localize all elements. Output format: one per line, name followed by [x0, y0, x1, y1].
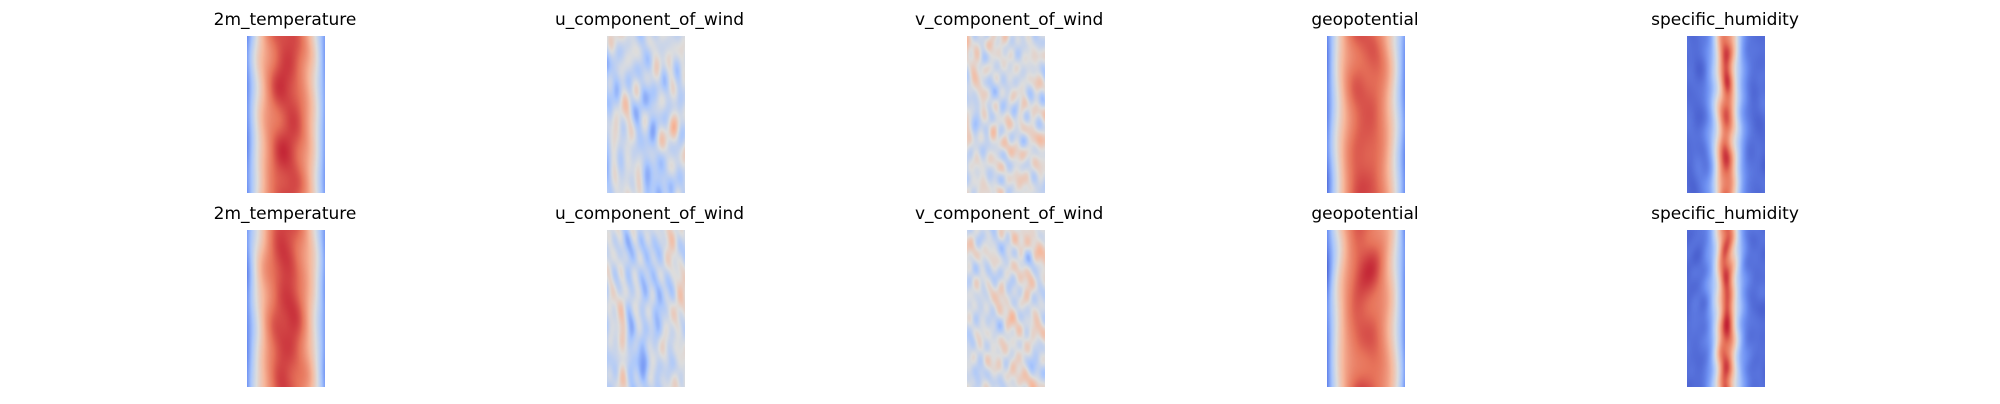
panel-title: geopotential	[1311, 10, 1419, 30]
panel-title: specific_humidity	[1651, 10, 1799, 30]
panel-title: v_component_of_wind	[915, 204, 1104, 224]
panel-v-component-of-wind-row2: v_component_of_wind	[915, 204, 1104, 404]
panel-geopotential-row1: geopotential	[1275, 10, 1455, 210]
heatmap-image	[1687, 36, 1765, 193]
panel-geopotential-row2: geopotential	[1275, 204, 1455, 404]
panel-2m-temperature-row2: 2m_temperature	[195, 204, 375, 404]
heatmap-image	[247, 36, 325, 193]
panel-specific-humidity-row2: specific_humidity	[1635, 204, 1815, 404]
heatmap-image	[967, 36, 1045, 193]
panel-specific-humidity-row1: specific_humidity	[1635, 10, 1815, 210]
panel-title: specific_humidity	[1651, 204, 1799, 224]
panel-title: v_component_of_wind	[915, 10, 1104, 30]
heatmap-image	[1327, 36, 1405, 193]
heatmap-image	[1687, 230, 1765, 387]
heatmap-image	[247, 230, 325, 387]
panel-u-component-of-wind-row1: u_component_of_wind	[555, 10, 745, 210]
heatmap-image	[607, 230, 685, 387]
heatmap-image	[607, 36, 685, 193]
panel-title: u_component_of_wind	[555, 204, 745, 224]
heatmap-image	[1327, 230, 1405, 387]
panel-2m-temperature-row1: 2m_temperature	[195, 10, 375, 210]
heatmap-image	[967, 230, 1045, 387]
panel-u-component-of-wind-row2: u_component_of_wind	[555, 204, 745, 404]
panel-title: 2m_temperature	[213, 10, 357, 30]
panel-title: 2m_temperature	[213, 204, 357, 224]
panel-title: u_component_of_wind	[555, 10, 745, 30]
panel-v-component-of-wind-row1: v_component_of_wind	[915, 10, 1104, 210]
panel-title: geopotential	[1311, 204, 1419, 224]
